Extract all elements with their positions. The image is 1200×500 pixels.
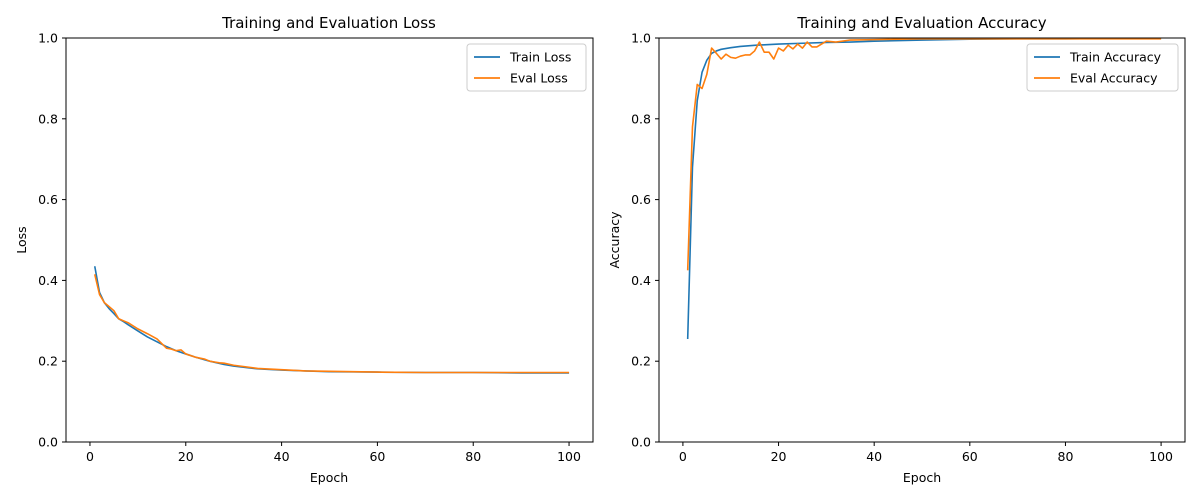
legend: Train Accuracy Eval Accuracy (1026, 43, 1179, 92)
legend-label-train-loss: Train Loss (509, 50, 571, 65)
x-axis-label: Epoch (903, 470, 941, 485)
x-tick-label: 100 (557, 449, 581, 464)
x-tick-label: 100 (1149, 449, 1173, 464)
plot-frame (65, 37, 594, 443)
x-tick-label: 40 (866, 449, 882, 464)
series-line-eval-accuracy (686, 38, 1162, 271)
y-axis-label: Accuracy (607, 211, 622, 269)
legend-box (1026, 43, 1179, 92)
x-tick-label: 80 (465, 449, 481, 464)
x-tick-label: 40 (274, 449, 290, 464)
y-tick-label: 1.0 (631, 31, 651, 46)
legend: Train Loss Eval Loss (466, 43, 587, 92)
series-group (93, 266, 570, 374)
y-tick-label: 0.4 (631, 273, 651, 288)
y-tick-label: 0.2 (631, 354, 651, 369)
chart-title: Training and Evaluation Accuracy (796, 14, 1046, 32)
chart-title: Training and Evaluation Loss (221, 14, 436, 32)
y-tick-label: 0.4 (38, 273, 58, 288)
legend-label-eval-loss: Eval Loss (510, 71, 568, 86)
loss-chart: Training and Evaluation Loss 0 20 40 60 80 10… (14, 14, 594, 485)
y-axis-label: Loss (14, 226, 29, 253)
x-tick-label: 80 (1058, 449, 1074, 464)
y-tick-label: 0.6 (38, 192, 58, 207)
tick-group: 0 20 40 60 80 100 0.0 0.2 0.4 0.6 0.8 1.0 (631, 31, 1173, 465)
x-tick-label: 0 (86, 449, 94, 464)
series-group (686, 37, 1162, 340)
y-tick-label: 0.6 (631, 192, 651, 207)
x-tick-label: 60 (369, 449, 385, 464)
y-tick-label: 0.2 (38, 354, 58, 369)
legend-label-eval-accuracy: Eval Accuracy (1070, 71, 1158, 86)
y-tick-label: 0.0 (38, 435, 58, 450)
legend-box (466, 43, 587, 92)
x-tick-label: 0 (679, 449, 687, 464)
x-tick-label: 60 (962, 449, 978, 464)
series-line-eval-loss (93, 274, 570, 374)
x-tick-label: 20 (178, 449, 194, 464)
legend-label-train-accuracy: Train Accuracy (1069, 50, 1162, 65)
tick-group: 0 20 40 60 80 100 0.0 0.2 0.4 0.6 0.8 1.0 (38, 31, 581, 465)
y-tick-label: 0.8 (631, 111, 651, 126)
accuracy-chart: Training and Evaluation Accuracy 0 20 40 60… (607, 14, 1186, 485)
plot-frame (658, 37, 1186, 443)
x-tick-label: 20 (771, 449, 787, 464)
x-axis-label: Epoch (310, 470, 348, 485)
y-tick-label: 0.0 (631, 435, 651, 450)
y-tick-label: 0.8 (38, 111, 58, 126)
y-tick-label: 1.0 (38, 31, 58, 46)
